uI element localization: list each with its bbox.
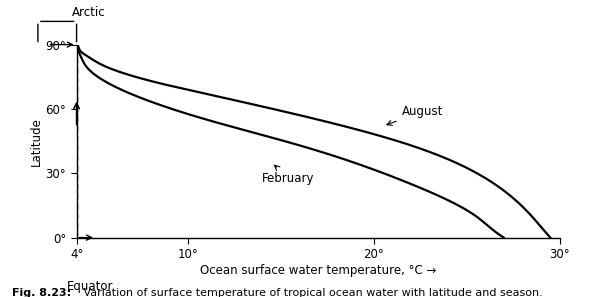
X-axis label: Ocean surface water temperature, °C →: Ocean surface water temperature, °C → (200, 264, 436, 277)
Text: August: August (387, 105, 443, 125)
Y-axis label: Latitude: Latitude (29, 117, 42, 165)
Text: Variation of surface temperature of tropical ocean water with latitude and seaso: Variation of surface temperature of trop… (80, 288, 542, 297)
Text: Fig. 8.23:: Fig. 8.23: (12, 288, 71, 297)
Text: Arctic: Arctic (72, 7, 105, 19)
Text: February: February (262, 165, 315, 185)
Text: Equator: Equator (67, 280, 114, 293)
